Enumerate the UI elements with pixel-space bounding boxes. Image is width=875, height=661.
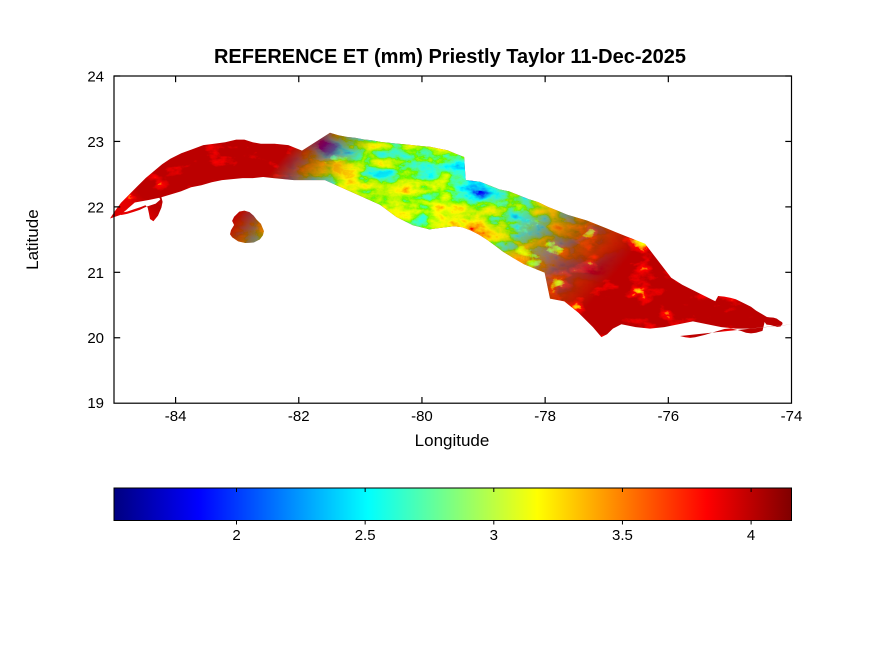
svg-text:24: 24	[87, 69, 104, 86]
svg-text:19: 19	[87, 395, 104, 412]
svg-text:Latitude: Latitude	[23, 209, 42, 270]
svg-text:-84: -84	[165, 408, 187, 425]
svg-text:2: 2	[232, 527, 240, 544]
svg-text:20: 20	[87, 330, 104, 347]
svg-text:Longitude: Longitude	[415, 431, 490, 450]
svg-text:2.5: 2.5	[355, 527, 376, 544]
svg-text:4: 4	[747, 527, 755, 544]
svg-text:-80: -80	[411, 408, 433, 425]
svg-text:21: 21	[87, 265, 104, 282]
svg-text:-78: -78	[534, 408, 556, 425]
svg-text:-76: -76	[657, 408, 679, 425]
svg-text:23: 23	[87, 134, 104, 151]
svg-text:-82: -82	[288, 408, 310, 425]
svg-text:REFERENCE ET (mm) Priestly Tay: REFERENCE ET (mm) Priestly Taylor 11-Dec…	[214, 46, 686, 68]
svg-text:-74: -74	[781, 408, 803, 425]
svg-text:3: 3	[490, 527, 498, 544]
svg-text:3.5: 3.5	[612, 527, 633, 544]
svg-text:22: 22	[87, 199, 104, 216]
